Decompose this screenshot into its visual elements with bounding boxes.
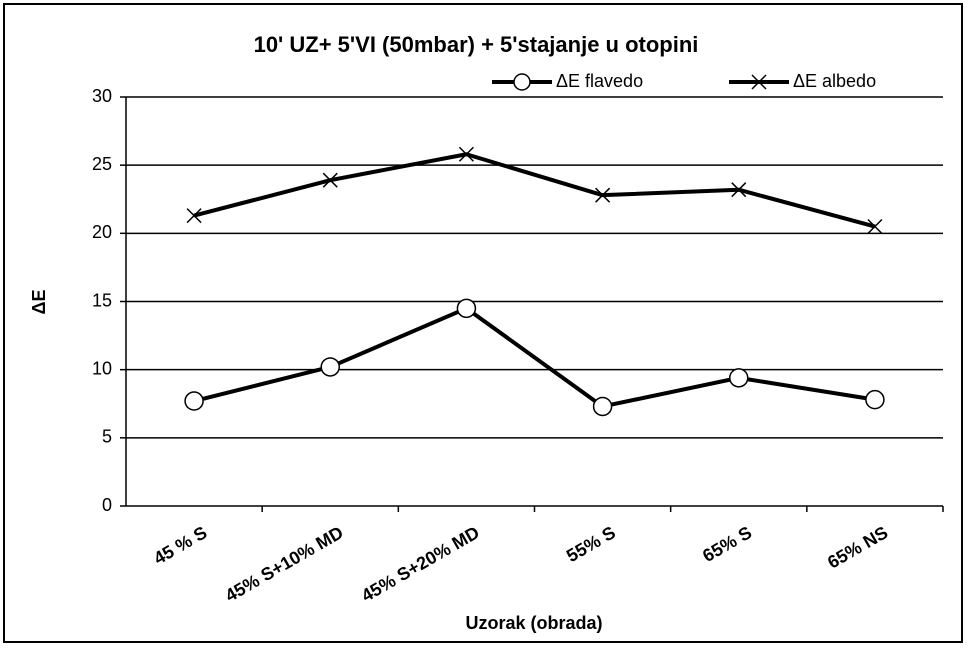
y-tick-label: 30 [92,86,112,106]
y-tick-label: 25 [92,154,112,174]
legend-item: ΔE flavedo [492,71,643,91]
legend-item: ΔE albedo [729,71,876,91]
point [731,182,747,198]
legend-marker [513,73,531,91]
point [592,396,613,417]
y-tick-label: 15 [92,290,112,310]
series-line [193,152,876,229]
legend-marker [751,74,767,90]
legend-label: ΔE flavedo [556,71,643,91]
y-tick-label: 0 [102,495,112,515]
x-axis-label: Uzorak (obrada) [465,613,602,633]
y-tick-label: 20 [92,222,112,242]
chart-title: 10' UZ+ 5'VI (50mbar) + 5'stajanje u oto… [254,32,699,57]
point [865,389,885,410]
legend-label: ΔE albedo [793,71,876,91]
y-tick-label: 10 [92,358,112,378]
point [184,391,204,411]
series-line [193,306,876,409]
chart-border [3,3,963,643]
y-tick-label: 5 [102,427,112,447]
y-axis-label: ΔE [29,290,49,315]
point [186,208,202,224]
point [320,357,340,377]
point [458,146,474,162]
point [322,172,338,188]
point [595,187,611,203]
point [456,298,477,319]
point [729,368,749,388]
point [867,218,883,235]
